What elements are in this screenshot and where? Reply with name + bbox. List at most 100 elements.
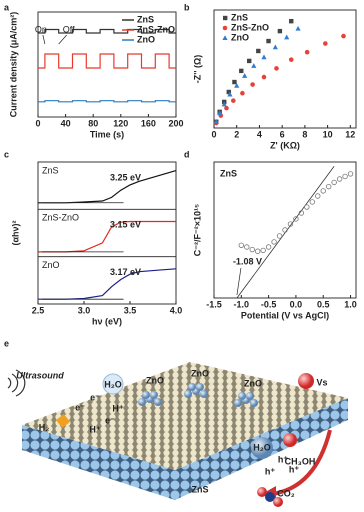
marker [256, 48, 261, 54]
marker [254, 248, 261, 254]
legend-label: ZnS-ZnO [231, 22, 269, 32]
annotation: 3.17 eV [110, 267, 141, 277]
illustration-label: H₂O [104, 379, 122, 389]
series-line [38, 28, 176, 34]
series-line [38, 220, 176, 253]
marker [238, 242, 245, 248]
marker [242, 73, 248, 78]
marker [274, 66, 279, 71]
x-tick-label: 8 [302, 129, 307, 139]
panel-label: a [4, 2, 10, 12]
marker [271, 239, 277, 245]
illustration-label: h⁺ [278, 454, 288, 464]
chart-title: ZnS [220, 168, 237, 178]
x-tick-label: 120 [113, 118, 128, 128]
series-line [38, 100, 176, 103]
x-tick-label: 0 [211, 129, 216, 139]
marker [336, 176, 343, 182]
panel-series-label: ZnS-ZnO [42, 213, 79, 223]
marker [217, 110, 223, 116]
x-tick-label: 4 [257, 129, 262, 139]
marker [244, 244, 250, 250]
marker [231, 98, 236, 103]
illustration-label: ZnO [244, 378, 262, 388]
series-line [38, 170, 177, 204]
marker [293, 216, 299, 222]
legend-swatch [223, 15, 228, 21]
marker [331, 179, 337, 186]
x-tick-label: 160 [141, 118, 156, 128]
marker [342, 173, 348, 180]
marker [309, 199, 316, 205]
marker [240, 90, 245, 96]
marker [234, 82, 240, 88]
illustration-label: e⁻ [90, 392, 100, 402]
legend-label: ZnO [137, 34, 155, 44]
annotation-arrow [58, 34, 67, 45]
annotation-arrow [42, 34, 46, 45]
legend-label: ZnO [231, 32, 249, 42]
x-axis-title: hν (eV) [92, 316, 122, 326]
methanol-sphere [283, 433, 297, 447]
marker [251, 63, 257, 68]
marker [226, 89, 231, 95]
y-axis-title: Current density (μA/cm²) [8, 12, 18, 118]
illustration-label: e⁻ [75, 402, 85, 412]
legend-label: ZnS [137, 14, 154, 24]
x-axis-title: Z' (KΩ) [270, 140, 300, 150]
marker [315, 193, 321, 199]
illustration-label: CO₂ [277, 488, 295, 498]
panel-series-label: ZnO [42, 260, 60, 270]
x-tick-label: 0.5 [317, 299, 330, 309]
marker [247, 58, 252, 64]
co2-atom [257, 487, 267, 497]
marker [224, 105, 229, 111]
x-tick-label: 10 [323, 129, 333, 139]
marker [288, 57, 294, 62]
y-axis-title: C⁻²/F⁻²×10¹⁵ [192, 204, 202, 256]
series-line [38, 268, 177, 300]
panel-label: b [184, 2, 190, 12]
x-tick-label: 3.5 [124, 305, 137, 315]
legend-label: ZnS-ZnO [137, 24, 175, 34]
marker [325, 183, 332, 190]
marker [304, 49, 310, 55]
x-tick-label: 2 [234, 129, 239, 139]
annotation-arrow [236, 267, 242, 296]
illustration-label: CH₃OH [285, 456, 316, 466]
slab-top [22, 362, 348, 470]
marker [341, 33, 346, 39]
legend-label: ZnS [231, 12, 248, 22]
plot-frame [213, 161, 357, 299]
illustration-label: ZnO [146, 375, 164, 385]
legend-swatch [222, 35, 228, 40]
zno-clusters [138, 383, 258, 407]
ultrasound-waves [7, 369, 26, 397]
x-tick-label: 0 [35, 118, 40, 128]
x-tick-label: 80 [88, 118, 98, 128]
annotation: -1.08 V [233, 256, 262, 266]
annotation: On [35, 24, 47, 34]
marker [260, 247, 266, 254]
marker [227, 91, 233, 97]
marker [272, 44, 278, 50]
co2-atom [273, 497, 283, 507]
x-tick-label: 0.0 [290, 299, 303, 309]
plot-frame [213, 9, 357, 129]
x-tick-label: 3.0 [78, 305, 91, 315]
illustration [7, 362, 348, 507]
illustration-label: ZnO [191, 368, 209, 378]
illustration-label: H⁺ [112, 403, 123, 413]
plot-frame [37, 161, 177, 305]
marker [287, 221, 294, 227]
marker [277, 28, 283, 34]
reaction-arrow [271, 429, 332, 496]
marker [304, 204, 310, 210]
illustration-label: H⁺ [89, 424, 100, 434]
spark [56, 414, 70, 428]
x-axis-title: Potential (V vs AgCl) [241, 310, 329, 320]
illustration-label: ZnS [192, 484, 209, 494]
marker [232, 79, 237, 85]
